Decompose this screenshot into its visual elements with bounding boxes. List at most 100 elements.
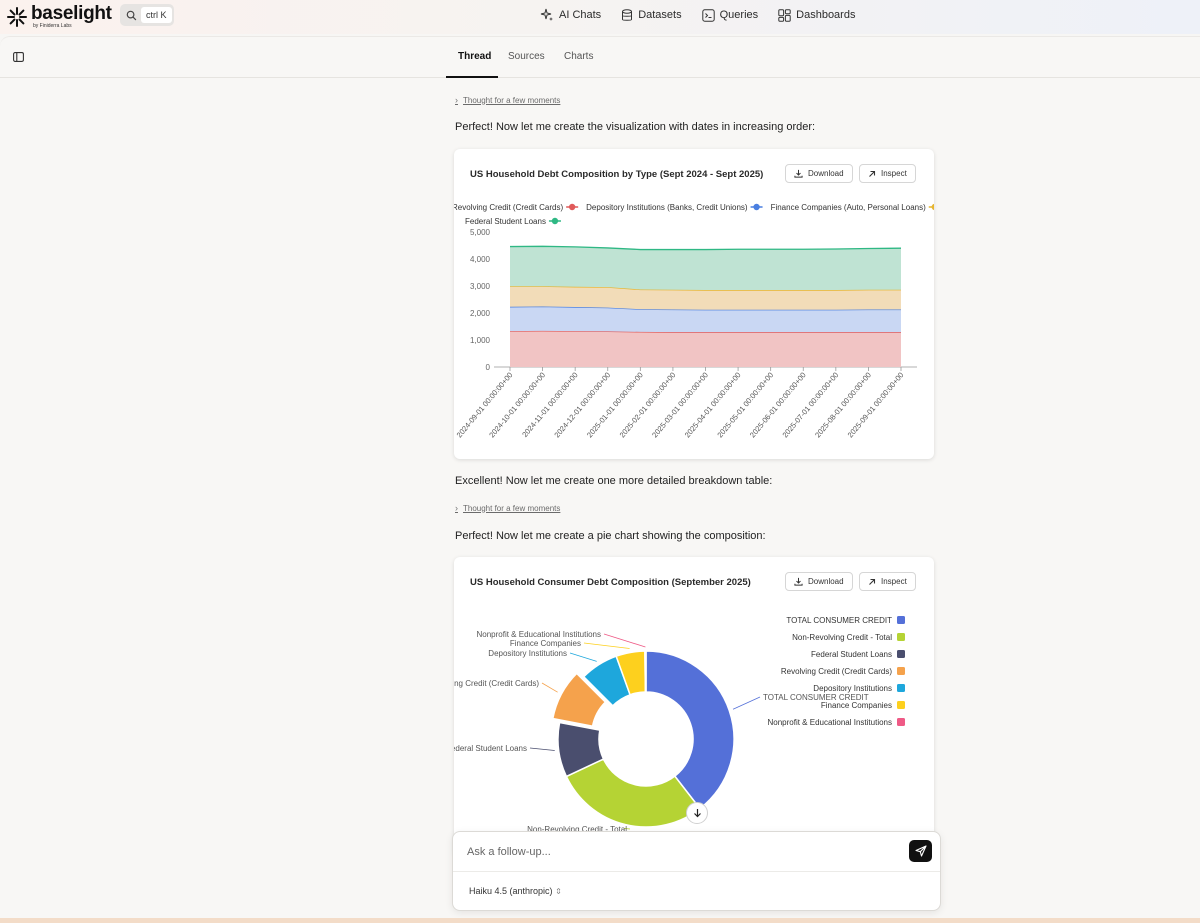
terminal-icon bbox=[701, 8, 715, 22]
sparkle-icon bbox=[540, 8, 553, 21]
x-tick-label: 2025-06-01 00:00:00+00 bbox=[748, 371, 808, 440]
x-tick-label: 2025-04-01 00:00:00+00 bbox=[683, 371, 743, 440]
y-tick-label: 2,000 bbox=[470, 309, 491, 318]
legend-label: Non-Revolving Credit - Total bbox=[792, 633, 892, 642]
legend-marker bbox=[568, 203, 576, 211]
nav-datasets[interactable]: Datasets bbox=[621, 8, 682, 22]
download-icon bbox=[794, 577, 803, 586]
nav-dashboards[interactable]: Dashboards bbox=[778, 8, 856, 22]
legend-label: Nonprofit & Educational Institutions bbox=[767, 718, 892, 727]
x-tick-label: 2025-05-01 00:00:00+00 bbox=[715, 371, 775, 440]
legend-item: Finance Companies (Auto, Personal Loans) bbox=[771, 203, 934, 212]
search-button[interactable]: ctrl K bbox=[120, 4, 174, 26]
thought-toggle[interactable]: › Thought for a few moments bbox=[455, 95, 560, 105]
tab-thread[interactable]: Thread bbox=[458, 51, 492, 62]
logo-sub: by Finiderra Labs bbox=[33, 23, 72, 29]
chevron-updown-icon: ⇕ bbox=[555, 887, 562, 896]
chart-title: US Household Consumer Debt Composition (… bbox=[470, 577, 751, 588]
download-button[interactable]: Download bbox=[785, 164, 853, 183]
download-button[interactable]: Download bbox=[785, 572, 853, 591]
dashboard-icon bbox=[778, 8, 791, 22]
legend-swatch bbox=[897, 667, 905, 675]
model-label: Haiku 4.5 (anthropic) bbox=[469, 886, 553, 896]
x-tick-label: 2024-09-01 00:00:00+00 bbox=[455, 371, 515, 440]
x-tick-label: 2024-12-01 00:00:00+00 bbox=[552, 371, 612, 440]
legend-marker bbox=[753, 203, 760, 211]
assistant-message: Perfect! Now let me create the visualiza… bbox=[455, 121, 816, 133]
pie-slice bbox=[645, 650, 735, 810]
legend-item: Federal Student Loans bbox=[465, 217, 561, 226]
x-tick-label: 2025-07-01 00:00:00+00 bbox=[781, 371, 841, 440]
assistant-message: Excellent! Now let me create one more de… bbox=[455, 475, 773, 487]
pie-slice bbox=[644, 650, 647, 693]
follow-up-input[interactable]: Ask a follow-up... bbox=[467, 846, 551, 858]
sidebar-toggle-icon[interactable] bbox=[13, 52, 24, 62]
active-tab-indicator bbox=[446, 76, 498, 78]
tab-charts[interactable]: Charts bbox=[564, 51, 594, 62]
legend-label: TOTAL CONSUMER CREDIT bbox=[786, 616, 892, 625]
main-nav: AI Chats Datasets Queries Dashboards bbox=[540, 0, 855, 30]
thought-toggle[interactable]: › Thought for a few moments bbox=[455, 503, 560, 513]
model-selector[interactable]: Haiku 4.5 (anthropic) ⇕ bbox=[469, 886, 562, 896]
download-label: Download bbox=[808, 577, 844, 586]
download-label: Download bbox=[808, 169, 844, 178]
slice-label: Finance Companies bbox=[510, 639, 581, 648]
x-tick-label: 2024-11-01 00:00:00+00 bbox=[520, 371, 579, 439]
x-tick-label: 2024-10-01 00:00:00+00 bbox=[487, 371, 547, 440]
bottom-edge bbox=[0, 918, 1200, 923]
y-tick-label: 1,000 bbox=[470, 336, 491, 345]
nav-label: AI Chats bbox=[559, 9, 602, 21]
x-tick-label: 2025-02-01 00:00:00+00 bbox=[618, 371, 678, 440]
leader-line bbox=[569, 652, 597, 662]
legend-item: Revolving Credit (Credit Cards) bbox=[454, 203, 579, 212]
nav-label: Datasets bbox=[638, 9, 682, 21]
legend-label: Depository Institutions (Banks, Credit U… bbox=[586, 203, 748, 212]
inspect-button[interactable]: Inspect bbox=[859, 164, 916, 183]
search-icon bbox=[126, 10, 137, 20]
legend-swatch bbox=[897, 718, 905, 726]
assistant-message: Perfect! Now let me create a pie chart s… bbox=[455, 530, 766, 542]
follow-up-composer: Ask a follow-up... Haiku 4.5 (anthropic)… bbox=[452, 831, 941, 911]
y-tick-label: 3,000 bbox=[470, 282, 491, 291]
legend-label: Finance Companies (Auto, Personal Loans) bbox=[771, 203, 927, 212]
top-bar: baselight by Finiderra Labs ctrl K AI Ch… bbox=[0, 0, 1200, 34]
send-button[interactable] bbox=[909, 840, 932, 862]
legend-swatch bbox=[897, 701, 905, 709]
logo-burst-icon bbox=[7, 7, 27, 27]
nav-ai-chats[interactable]: AI Chats bbox=[540, 8, 601, 22]
legend-item: Depository Institutions (Banks, Credit U… bbox=[586, 203, 763, 212]
nav-queries[interactable]: Queries bbox=[701, 8, 759, 22]
leader-line bbox=[529, 747, 555, 751]
arrow-down-icon bbox=[693, 809, 701, 818]
area-series-0 bbox=[510, 330, 901, 367]
slice-label: Depository Institutions bbox=[488, 649, 567, 658]
leader-line bbox=[541, 682, 558, 693]
leader-line bbox=[624, 828, 631, 830]
area-chart-card: US Household Debt Composition by Type (S… bbox=[454, 149, 934, 459]
x-tick-label: 2025-08-01 00:00:00+00 bbox=[813, 371, 873, 440]
nav-label: Queries bbox=[719, 9, 759, 21]
scroll-to-bottom-button[interactable] bbox=[686, 802, 708, 824]
slice-label: TOTAL CONSUMER CREDIT bbox=[763, 693, 869, 702]
nav-label: Dashboards bbox=[796, 9, 856, 21]
chart-title: US Household Debt Composition by Type (S… bbox=[470, 169, 764, 180]
search-shortcut: ctrl K bbox=[141, 7, 172, 23]
legend-marker bbox=[931, 203, 934, 211]
logo-name: baselight bbox=[31, 3, 112, 24]
legend-label: Revolving Credit (Credit Cards) bbox=[454, 203, 563, 212]
leader-line bbox=[732, 696, 761, 710]
legend-swatch bbox=[897, 650, 905, 658]
pie-slice bbox=[565, 758, 701, 828]
legend-label: Revolving Credit (Credit Cards) bbox=[781, 667, 892, 676]
y-tick-label: 5,000 bbox=[470, 228, 491, 237]
thought-label: Thought for a few moments bbox=[463, 503, 561, 513]
legend-label: Federal Student Loans bbox=[465, 217, 546, 226]
inspect-button[interactable]: Inspect bbox=[859, 572, 916, 591]
slice-label: Non-Revolving Credit - Total bbox=[527, 825, 627, 834]
tab-sources[interactable]: Sources bbox=[508, 51, 545, 62]
logo[interactable]: baselight by Finiderra Labs bbox=[6, 4, 112, 29]
series-line-3 bbox=[509, 245, 902, 251]
arrow-up-right-icon bbox=[869, 578, 876, 585]
legend-label: Federal Student Loans bbox=[811, 650, 892, 659]
legend-marker bbox=[551, 217, 559, 225]
